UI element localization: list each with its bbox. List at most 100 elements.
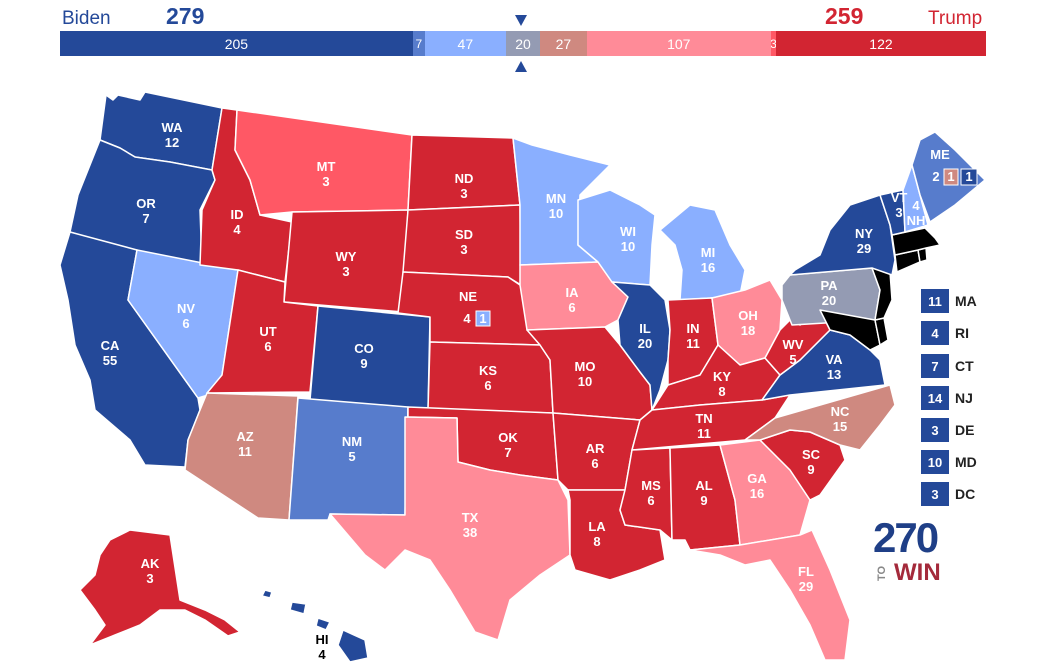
- state-label-ar: AR 6: [586, 441, 605, 471]
- state-label-wa: WA 12: [162, 120, 184, 150]
- rep-candidate-name: Trump: [928, 8, 983, 29]
- side-state-box[interactable]: 14: [921, 386, 949, 410]
- side-state-label: MD: [955, 454, 977, 470]
- 270towin-logo[interactable]: 270 TO WIN: [873, 514, 963, 587]
- side-state-label: CT: [955, 358, 974, 374]
- state-label-ok: OK 7: [498, 430, 518, 460]
- logo-number: 270: [873, 514, 939, 561]
- state-label-tx: TX 38: [462, 510, 479, 540]
- state-label-me: ME: [930, 147, 950, 162]
- bar-segment-lean-d[interactable]: 47: [424, 31, 506, 56]
- state-co[interactable]: [309, 305, 431, 411]
- state-label-oh: OH 18: [738, 308, 758, 338]
- state-tx[interactable]: [329, 416, 571, 641]
- side-state-label: DE: [955, 422, 975, 438]
- dem-electoral-total: 279: [166, 3, 205, 29]
- state-label-nc: NC 15: [831, 404, 850, 434]
- me-cd2-box[interactable]: [943, 168, 959, 186]
- side-state-box[interactable]: 7: [921, 354, 949, 378]
- state-label-mt: MT 3: [317, 159, 336, 189]
- state-label-az: AZ 11: [236, 429, 253, 459]
- state-label-ky: KY 8: [713, 369, 731, 399]
- bar-segment-tilt-r[interactable]: 27: [540, 31, 587, 56]
- bar-segment-likely-d[interactable]: 7: [412, 31, 425, 56]
- state-label-id: ID 4: [231, 207, 244, 237]
- state-ma[interactable]: [891, 227, 941, 256]
- ne-cd2-box[interactable]: [475, 310, 491, 327]
- side-state-box[interactable]: 3: [921, 418, 949, 442]
- state-label-fl: FL 29: [798, 564, 814, 594]
- state-nc[interactable]: [744, 384, 896, 451]
- state-label-in: IN 11: [686, 321, 700, 351]
- side-state-ev: 3: [931, 422, 939, 438]
- state-labels: WA 12 OR 7 CA 55 NV 6 ID 4 MT 3 WY 3 UT 6 AZ 11 C…: [101, 120, 978, 662]
- side-state-box[interactable]: 11: [921, 289, 949, 313]
- state-label-nv: NV 6: [177, 301, 195, 331]
- logo-to: TO: [876, 565, 888, 581]
- state-label-ga: GA 16: [747, 471, 767, 501]
- state-label-co: CO 9: [354, 341, 374, 371]
- state-vt[interactable]: [879, 189, 906, 236]
- bar-segment-safe-d[interactable]: 205: [60, 31, 413, 56]
- bar-segment-lean-r[interactable]: 107: [586, 31, 771, 56]
- me-at-large-label: 2: [932, 169, 939, 184]
- bar-segment-likely-r[interactable]: 3: [770, 31, 776, 56]
- electoral-vote-bar: 205 7 47 20 27 107 3 122: [60, 31, 986, 56]
- side-state-ev: 3: [931, 486, 939, 502]
- state-label-wv: WV 5: [783, 337, 804, 367]
- state-label-nm: NM 5: [342, 434, 362, 464]
- state-label-mn: MN 10: [546, 191, 566, 221]
- state-label-ak: AK 3: [141, 556, 160, 586]
- side-state-box[interactable]: 10: [921, 450, 949, 474]
- side-state-box[interactable]: 3: [921, 482, 949, 506]
- ne-cd2-label: 1: [479, 311, 486, 326]
- me-cd1-label: 1: [965, 169, 972, 184]
- me-cd1-box[interactable]: [960, 168, 978, 186]
- bar-value: 122: [869, 35, 893, 52]
- state-label-al: AL 9: [695, 478, 712, 508]
- state-label-tn: TN 11: [695, 411, 712, 441]
- dem-candidate-name: Biden: [62, 8, 111, 29]
- side-state-ev: 7: [931, 358, 939, 374]
- bar-value: 3: [770, 36, 776, 51]
- state-label-ms: MS 6: [641, 478, 661, 508]
- bar-top-marker-icon: [515, 15, 527, 26]
- side-state-ev: 14: [927, 390, 943, 406]
- state-fl[interactable]: [689, 529, 851, 661]
- bar-segment-safe-r[interactable]: 122: [775, 31, 986, 56]
- state-label-ca: CA 55: [101, 338, 120, 368]
- state-or[interactable]: [69, 139, 216, 266]
- side-state-box[interactable]: 4: [921, 321, 949, 345]
- state-label-sd: SD 3: [455, 227, 473, 257]
- state-hi[interactable]: [261, 589, 369, 663]
- state-wi[interactable]: [577, 189, 656, 286]
- state-label-wi: WI 10: [620, 224, 636, 254]
- state-nh[interactable]: [902, 164, 929, 233]
- state-label-or: OR 7: [136, 196, 156, 226]
- side-state-ev: 10: [927, 454, 943, 470]
- state-label-nh: 4 NH: [907, 198, 926, 228]
- bar-value: 107: [667, 35, 691, 52]
- rep-electoral-total: 259: [825, 3, 864, 29]
- state-label-mo: MO 10: [575, 359, 596, 389]
- state-label-ia: IA 6: [566, 285, 580, 315]
- state-ak[interactable]: [79, 529, 241, 646]
- logo-win: WIN: [894, 559, 941, 586]
- state-label-va: VA 13: [825, 352, 843, 382]
- state-label-vt: VT 3: [891, 190, 908, 220]
- bar-segment-tilt-d[interactable]: 20: [505, 31, 541, 56]
- state-label-ny: NY 29: [855, 226, 873, 256]
- bar-value: 27: [555, 35, 572, 52]
- side-state-label: DC: [955, 486, 976, 502]
- ne-at-large-label: 4: [463, 311, 471, 326]
- side-state-ev: 11: [928, 293, 942, 309]
- state-label-wy: WY 3: [336, 249, 357, 279]
- state-label-sc: SC 9: [802, 447, 821, 477]
- side-state-label: MA: [955, 293, 977, 309]
- side-state-ev: 4: [931, 325, 939, 341]
- state-ny[interactable]: [789, 194, 896, 276]
- bar-value: 20: [515, 35, 531, 52]
- me-cd2-label: 1: [947, 169, 954, 184]
- bar-value: 205: [224, 35, 249, 52]
